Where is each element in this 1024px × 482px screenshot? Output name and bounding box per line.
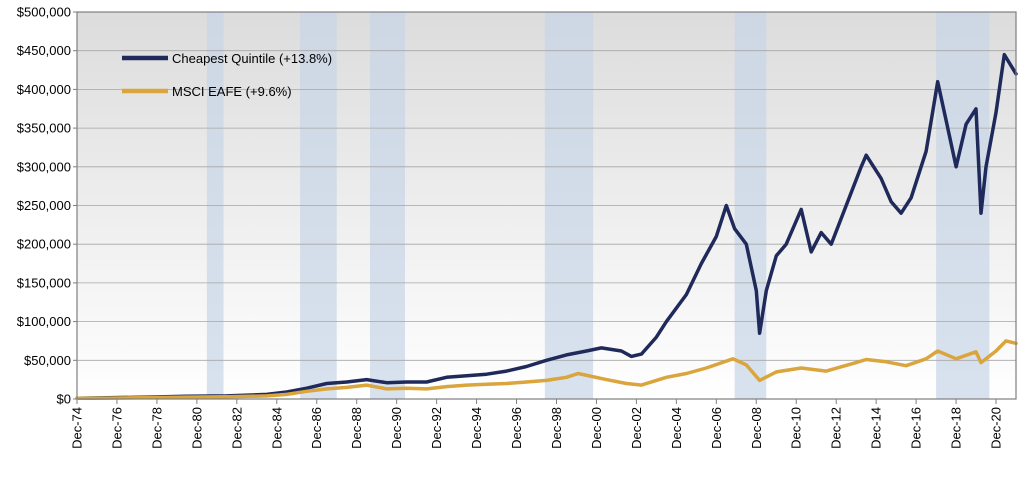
x-tick-label: Dec-80 [189,407,204,449]
x-tick-label: Dec-74 [70,407,85,449]
x-tick-label: Dec-08 [749,407,764,449]
x-tick-label: Dec-14 [869,407,884,449]
y-tick-label: $500,000 [17,5,71,20]
x-tick-label: Dec-02 [629,407,644,449]
y-tick-label: $50,000 [24,353,71,368]
x-tick-label: Dec-00 [589,407,604,449]
x-tick-label: Dec-96 [509,407,524,449]
x-tick-label: Dec-90 [389,407,404,449]
x-tick-label: Dec-86 [309,407,324,449]
y-axis-ticks: $0 $50,000 $100,000 $150,000 $200,000 $250,00… [17,5,77,407]
x-tick-label: Dec-84 [269,407,284,449]
x-tick-label: Dec-20 [989,407,1004,449]
x-tick-label: Dec-82 [229,407,244,449]
series-lines [75,52,1018,400]
legend-label-1: MSCI EAFE (+9.6%) [172,84,292,99]
legend-label-0: Cheapest Quintile (+13.8%) [172,51,332,66]
x-tick-label: Dec-06 [709,407,724,449]
x-tick-label: Dec-98 [549,407,564,449]
plot-border [76,11,1017,400]
y-tick-label: $400,000 [17,82,71,97]
y-tick-label: $100,000 [17,314,71,329]
x-tick-label: Dec-92 [429,407,444,449]
y-tick-label: $350,000 [17,121,71,136]
x-tick-label: Dec-78 [149,407,164,449]
x-tick-label: Dec-18 [949,407,964,449]
x-tick-label: Dec-88 [349,407,364,449]
y-tick-label: $200,000 [17,237,71,252]
x-tick-label: Dec-10 [789,407,804,449]
x-axis-ticks: Dec-74 Dec-76 Dec-78 Dec-80 Dec-82 Dec-84 Dec-… [70,399,1004,449]
series-line-1 [75,339,1018,400]
y-tick-label: $450,000 [17,43,71,58]
x-tick-label: Dec-94 [469,407,484,449]
y-tick-label: $250,000 [17,198,71,213]
y-tick-label: $150,000 [17,275,71,290]
x-tick-label: Dec-04 [669,407,684,449]
legend: Cheapest Quintile (+13.8%) MSCI EAFE (+9.… [122,51,332,99]
y-tick-label: $300,000 [17,159,71,174]
series-line-0 [75,52,1018,400]
x-tick-label: Dec-12 [829,407,844,449]
x-tick-label: Dec-76 [109,407,124,449]
x-tick-label: Dec-16 [909,407,924,449]
y-tick-label: $0 [57,392,71,407]
